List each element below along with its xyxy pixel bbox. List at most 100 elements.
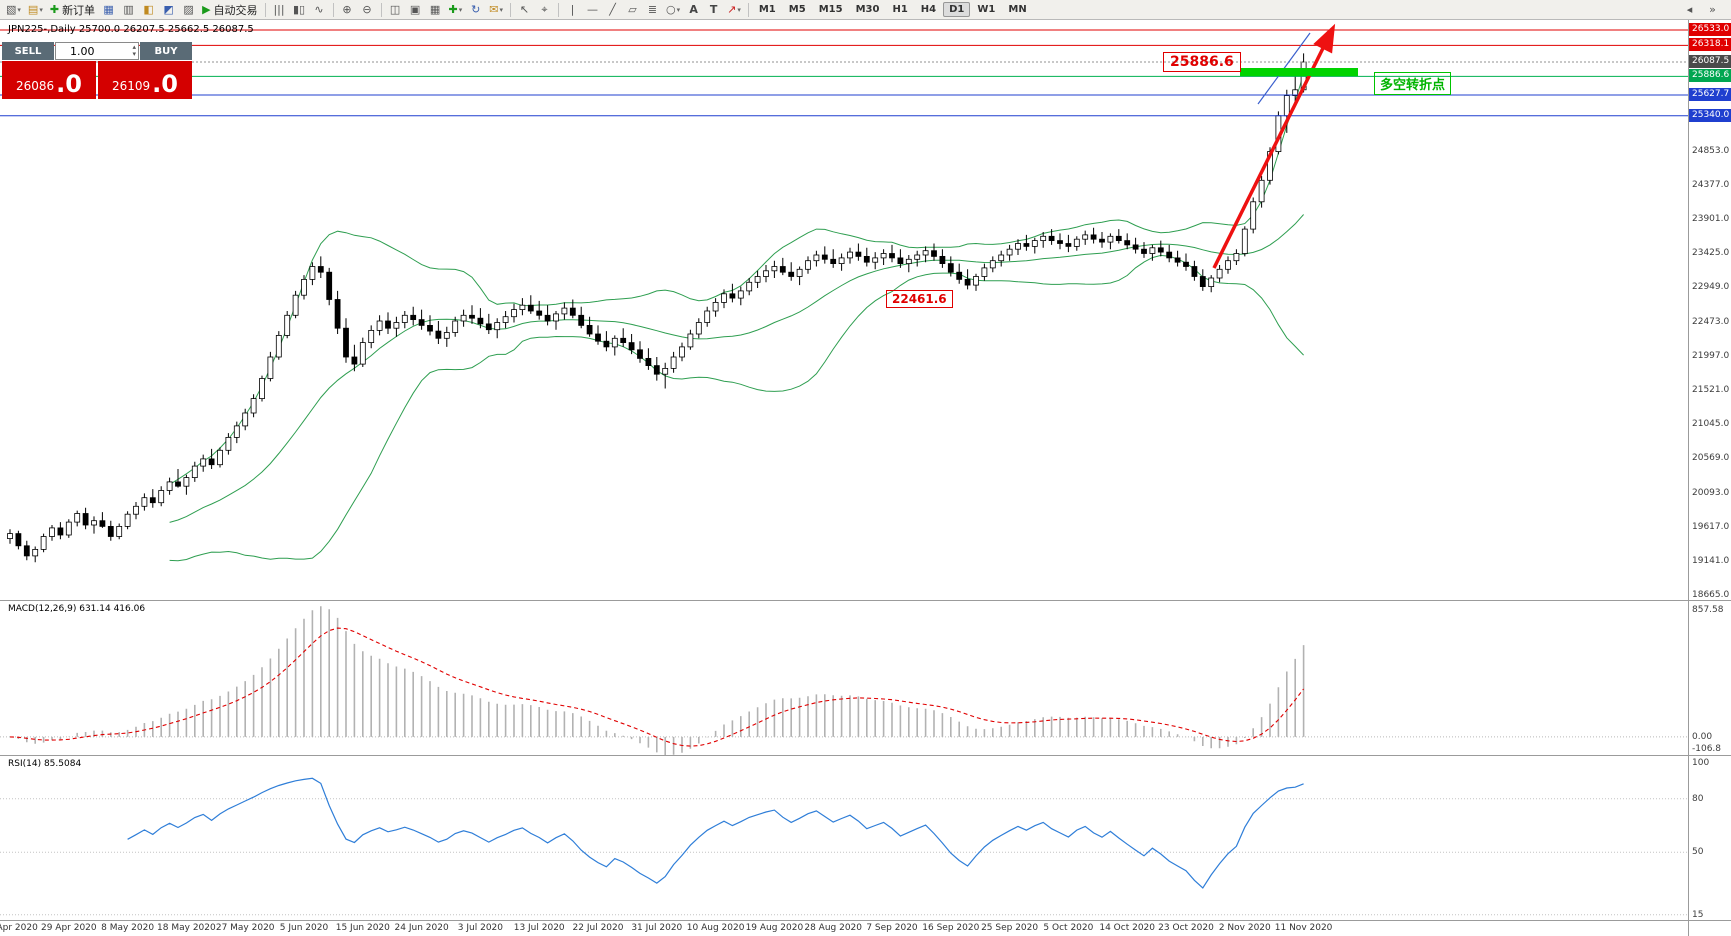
scale-label: 24853.0 — [1692, 145, 1730, 156]
fibonacci-tool-button[interactable]: ≣ — [643, 1, 662, 18]
bar-chart-mode-button[interactable]: ||| — [270, 1, 289, 18]
autotrading-button[interactable]: ▶ 自动交易 — [199, 1, 260, 18]
navigator-button[interactable]: ◧ — [139, 1, 158, 18]
support-price-label[interactable]: 22461.6 — [886, 290, 953, 308]
scale-label: 21045.0 — [1692, 419, 1730, 430]
sell-button[interactable]: SELL — [2, 42, 54, 60]
scale-label: 21521.0 — [1692, 384, 1730, 395]
timeframe-m30-button[interactable]: M30 — [855, 4, 880, 15]
resistance-price-label[interactable]: 25886.6 — [1163, 52, 1241, 72]
spinner-up-icon[interactable]: ▴ — [132, 43, 136, 51]
autotrading-label: 自动交易 — [213, 3, 258, 17]
candle-chart-mode-button[interactable]: ▮▯ — [290, 1, 309, 18]
scale-label: 857.58 — [1692, 605, 1724, 615]
price-scale[interactable]: 24853.0 24377.0 23901.0 23425.0 22949.0 22473… — [1689, 20, 1731, 936]
date-label: 23 Oct 2020 — [1158, 923, 1214, 933]
rsi-panel-canvas[interactable] — [0, 756, 1688, 920]
buy-price-box[interactable]: 26109.0 — [98, 61, 192, 99]
spinner-down-icon[interactable]: ▾ — [132, 50, 136, 58]
zoom-out-button[interactable]: ⊖ — [358, 1, 377, 18]
cascade-windows-button[interactable]: ▣ — [406, 1, 425, 18]
tile-windows-icon: ◫ — [389, 3, 401, 16]
grid-windows-icon: ▦ — [429, 3, 441, 16]
scale-label: 22949.0 — [1692, 282, 1730, 293]
chevron-down-icon: ▾ — [499, 5, 503, 14]
scale-label: 15 — [1692, 909, 1704, 920]
add-indicator-button[interactable]: ✚ ▾ — [446, 1, 466, 18]
mailbox-button[interactable]: ✉ ▾ — [486, 1, 506, 18]
scale-label: 22473.0 — [1692, 316, 1730, 327]
timeframe-m5-button[interactable]: M5 — [788, 4, 806, 15]
zoom-in-button[interactable]: ⊕ — [338, 1, 357, 18]
channel-tool-button[interactable]: ▱ — [623, 1, 642, 18]
channel-icon: ▱ — [628, 3, 637, 16]
vertical-line-tool-button[interactable]: | — [563, 1, 582, 18]
timeframe-w1-button[interactable]: W1 — [977, 4, 996, 15]
timeframe-h4-button[interactable]: H4 — [920, 4, 937, 15]
shapes-tool-button[interactable]: ○ ▾ — [663, 1, 683, 18]
chevron-down-icon: ▾ — [17, 5, 21, 14]
scale-label: 24377.0 — [1692, 179, 1730, 190]
trendline-icon: ╱ — [609, 3, 616, 16]
line-chart-icon: ∿ — [314, 3, 324, 16]
profiles-button[interactable]: ▤ ▾ — [25, 1, 46, 18]
shapes-icon: ○ — [666, 3, 676, 16]
data-window-button[interactable]: ▥ — [119, 1, 138, 18]
horizontal-line-tool-button[interactable]: — — [583, 1, 602, 18]
panel-separator[interactable] — [0, 755, 1731, 756]
timeframe-m15-button[interactable]: M15 — [818, 4, 843, 15]
dock-toolbar-button[interactable]: ◂ — [1680, 1, 1699, 18]
toolbar-overflow-button[interactable]: » — [1703, 1, 1722, 18]
grid-windows-button[interactable]: ▦ — [426, 1, 445, 18]
volume-spinner[interactable]: ▴ ▾ — [132, 44, 136, 58]
new-chart-button[interactable]: ▧ ▾ — [3, 1, 24, 18]
strategy-tester-icon: ▨ — [183, 3, 194, 16]
resistance-highlight-bar[interactable] — [1240, 68, 1358, 76]
strategy-tester-button[interactable]: ▨ — [179, 1, 198, 18]
vertical-line-icon: | — [570, 3, 575, 16]
price-chart-canvas[interactable] — [0, 20, 1688, 600]
autotrading-play-icon: ▶ — [202, 3, 211, 16]
date-label: 19 Aug 2020 — [745, 923, 804, 933]
crosshair-tool-button[interactable]: ⌖ — [535, 1, 554, 18]
sell-price-box[interactable]: 26086.0 — [2, 61, 96, 99]
scale-label: 18665.0 — [1692, 590, 1730, 600]
new-chart-icon: ▧ — [6, 3, 17, 16]
price-tag: 25340.0 — [1689, 108, 1731, 122]
auto-scroll-button[interactable]: ↻ — [466, 1, 485, 18]
turning-point-label[interactable]: 多空转折点 — [1374, 72, 1452, 95]
new-order-button[interactable]: ✚ 新订单 — [47, 1, 98, 18]
cursor-tool-button[interactable]: ↖ — [515, 1, 534, 18]
cursor-icon: ↖ — [519, 3, 530, 16]
macd-panel-canvas[interactable] — [0, 601, 1688, 755]
toolbar-divider — [380, 2, 382, 17]
volume-input[interactable]: 1.00 ▴ ▾ — [55, 42, 139, 60]
arrows-tool-button[interactable]: ↗ ▾ — [724, 1, 744, 18]
scale-label: 23425.0 — [1692, 248, 1730, 259]
line-chart-mode-button[interactable]: ∿ — [310, 1, 329, 18]
date-label: 16 Sep 2020 — [922, 923, 980, 933]
tile-windows-button[interactable]: ◫ — [386, 1, 405, 18]
zoom-out-icon: ⊖ — [362, 3, 372, 16]
label-tool-label: T — [709, 3, 718, 16]
panel-separator[interactable] — [0, 600, 1731, 601]
terminal-button[interactable]: ◩ — [159, 1, 178, 18]
timeframe-h1-button[interactable]: H1 — [892, 4, 908, 15]
text-label-tool-button[interactable]: T — [704, 1, 723, 18]
date-label: 31 Jul 2020 — [631, 923, 683, 933]
buy-button[interactable]: BUY — [140, 42, 192, 60]
trendline-tool-button[interactable]: ╱ — [603, 1, 622, 18]
price-tag: 25627.7 — [1689, 88, 1731, 101]
panel-separator[interactable] — [0, 920, 1731, 921]
timeframe-mn-button[interactable]: MN — [1008, 4, 1027, 15]
date-label: 10 Aug 2020 — [686, 923, 745, 933]
text-tool-button[interactable]: A — [684, 1, 703, 18]
timeframe-m1-button[interactable]: M1 — [758, 4, 776, 15]
chevron-down-icon: ▾ — [737, 5, 741, 14]
timeframe-d1-button[interactable]: D1 — [943, 2, 971, 17]
date-label: 8 May 2020 — [101, 923, 155, 933]
toolbar-divider — [332, 2, 334, 17]
market-watch-button[interactable]: ▦ — [99, 1, 118, 18]
date-label: 27 May 2020 — [215, 923, 275, 933]
